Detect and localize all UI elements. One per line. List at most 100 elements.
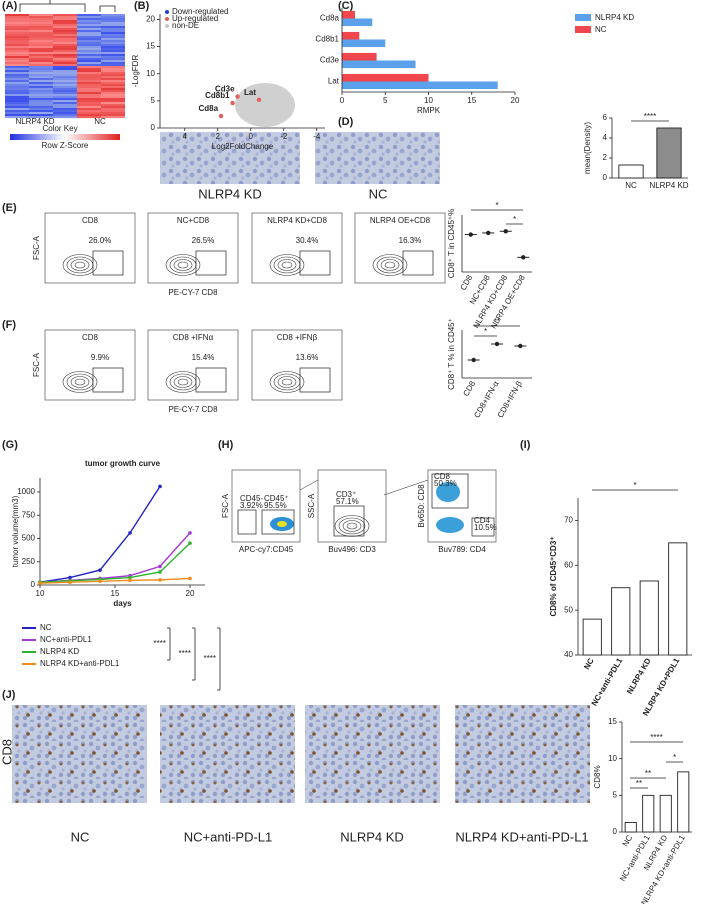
heatmap-cell xyxy=(101,46,125,49)
heatmap-tree xyxy=(19,0,116,12)
gate xyxy=(431,473,469,509)
x-tick-label: 10 xyxy=(424,96,433,105)
heatmap-cell xyxy=(5,64,29,67)
heatmap-cell xyxy=(53,66,77,69)
flow-plot xyxy=(251,329,343,401)
contour xyxy=(372,254,408,276)
series-line xyxy=(39,542,191,583)
heatmap-cell xyxy=(5,114,29,117)
x-tick-label: NLRP4 KD xyxy=(649,181,688,190)
heatmap-cell xyxy=(53,92,77,95)
mean-dot xyxy=(521,255,526,260)
heatmap-cell xyxy=(29,78,53,81)
flow-title: NLRP4 KD+CD8 xyxy=(267,216,327,225)
heatmap-cell xyxy=(5,46,29,49)
heatmap-cell xyxy=(29,84,53,87)
flow-x-label: Buv789: CD4 xyxy=(438,545,486,554)
bar xyxy=(639,580,659,656)
gate xyxy=(299,250,331,276)
gate-name: CD4 xyxy=(474,516,491,525)
y-tick-label: 5 xyxy=(613,790,618,799)
heatmap-cell xyxy=(77,50,101,53)
heatmap-cell xyxy=(101,74,125,77)
y-tick-label: 500 xyxy=(22,534,36,543)
contour xyxy=(380,259,400,271)
heatmap-cell xyxy=(77,72,101,75)
flow-plot xyxy=(147,212,239,284)
heatmap-cell xyxy=(29,40,53,43)
point xyxy=(235,94,240,99)
heatmap-cell xyxy=(77,26,101,29)
panel-label: (B) xyxy=(134,0,150,12)
heatmap-cell xyxy=(5,28,29,31)
point xyxy=(158,578,162,582)
heatmap-cell xyxy=(29,116,53,119)
heatmap-cell xyxy=(5,18,29,21)
heatmap-cell xyxy=(77,40,101,43)
heatmap-cell xyxy=(5,54,29,57)
heatmap-cell xyxy=(101,78,125,81)
x-tick-label: NC xyxy=(621,833,635,848)
bar xyxy=(659,794,672,833)
heatmap-cell xyxy=(77,44,101,47)
gate-name: CD8 xyxy=(434,472,451,481)
heatmap-cell xyxy=(101,100,125,103)
heatmap-cell xyxy=(29,18,53,21)
x-tick-label: -2 xyxy=(280,132,288,141)
heatmap-cell xyxy=(77,54,101,57)
heatmap-cell xyxy=(29,74,53,77)
heatmap-cell xyxy=(29,114,53,117)
heatmap-cell xyxy=(101,40,125,43)
heatmap-cell xyxy=(29,44,53,47)
heatmap-cell xyxy=(77,74,101,77)
image-caption: NLRP4 KD xyxy=(198,186,262,201)
heatmap-cell xyxy=(29,70,53,73)
heatmap-cell xyxy=(5,16,29,19)
heatmap-cell xyxy=(77,94,101,97)
flow-x-label: PE-CY-7 CD8 xyxy=(168,288,218,297)
heatmap-cell xyxy=(29,100,53,103)
panel-label: (A) xyxy=(2,0,18,12)
image-caption: NC xyxy=(369,186,388,201)
point xyxy=(158,564,162,569)
heatmap-cell xyxy=(5,20,29,23)
point xyxy=(128,531,132,535)
heatmap-cell xyxy=(101,48,125,51)
heatmap-cell xyxy=(53,28,77,31)
x-axis-label: RMPK xyxy=(417,106,441,115)
x-tick-label: -4 xyxy=(313,132,321,141)
heatmap-cell xyxy=(53,50,77,53)
heatmap-cell xyxy=(29,66,53,69)
bar xyxy=(642,794,655,833)
heatmap-cell xyxy=(5,80,29,83)
heatmap-cell xyxy=(77,98,101,101)
heatmap-cell xyxy=(101,52,125,55)
point xyxy=(128,578,132,583)
heatmap-cell xyxy=(29,30,53,33)
mean-dot xyxy=(486,230,491,236)
flow-y-label: FSC-A xyxy=(32,235,41,260)
panel-label: (I) xyxy=(520,439,531,451)
heatmap-cell xyxy=(77,30,101,33)
heatmap-cell xyxy=(5,106,29,109)
heatmap-cell xyxy=(5,82,29,85)
heatmap-cell xyxy=(77,86,101,89)
heatmap-cell xyxy=(5,62,29,65)
heatmap-cell xyxy=(5,24,29,27)
contour xyxy=(269,371,305,393)
mean-dot xyxy=(518,343,523,349)
contour xyxy=(173,259,193,271)
legend-label: NLRP4 KD xyxy=(595,13,634,22)
y-tick-label: 6 xyxy=(603,113,608,122)
heatmap-cell xyxy=(5,14,29,17)
y-axis-label: mean(Density) xyxy=(583,122,592,174)
heatmap-cell xyxy=(77,52,101,55)
gate-pct: 9.9% xyxy=(91,353,109,362)
gate-pct: 15.4% xyxy=(192,353,215,362)
heatmap-cell xyxy=(77,58,101,61)
heatmap-cell xyxy=(29,46,53,49)
gate-pct: 26.0% xyxy=(89,236,112,245)
contour xyxy=(177,261,189,269)
heatmap-cell xyxy=(5,40,29,43)
heatmap-cell xyxy=(29,102,53,105)
